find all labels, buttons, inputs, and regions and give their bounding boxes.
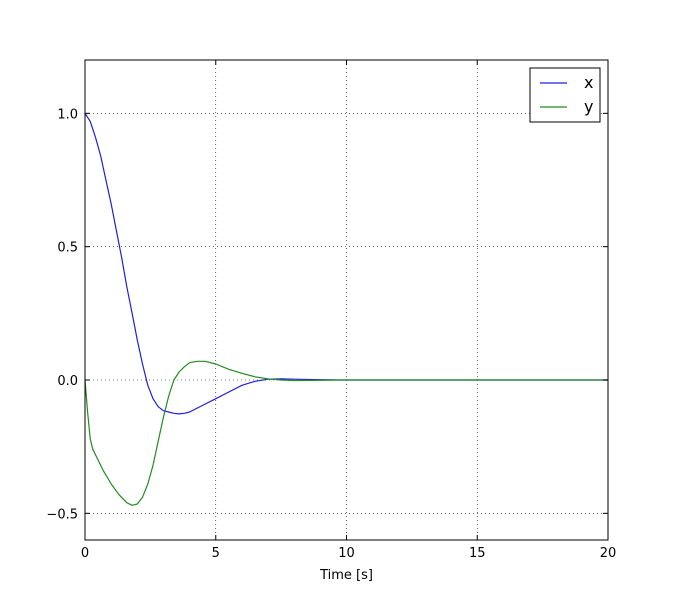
- x-tick-label: 10: [338, 546, 355, 561]
- x-axis-label: Time [s]: [319, 568, 373, 583]
- axis-ticks: [84, 60, 609, 540]
- y-tick-label: 0.5: [57, 241, 78, 256]
- x-tick-label: 20: [600, 546, 617, 561]
- x-tick-label: 5: [212, 546, 220, 561]
- legend: xy: [529, 67, 601, 123]
- x-tick-labels: 0 5 10 15 20: [81, 546, 616, 561]
- x-tick-label: 0: [81, 546, 89, 561]
- grid-lines: [84, 60, 609, 540]
- y-tick-label: 0.0: [57, 374, 78, 389]
- series-lines: [84, 112, 608, 506]
- series-line-x: [84, 112, 608, 415]
- y-tick-label: 1.0: [57, 107, 78, 122]
- series-line-y: [84, 360, 608, 506]
- x-tick-label: 15: [469, 546, 486, 561]
- y-tick-labels: −0.5 0.0 0.5 1.0: [46, 107, 78, 522]
- legend-label-y: y: [584, 97, 593, 116]
- legend-box: [529, 67, 601, 123]
- legend-label-x: x: [584, 73, 593, 92]
- y-tick-label: −0.5: [46, 507, 78, 522]
